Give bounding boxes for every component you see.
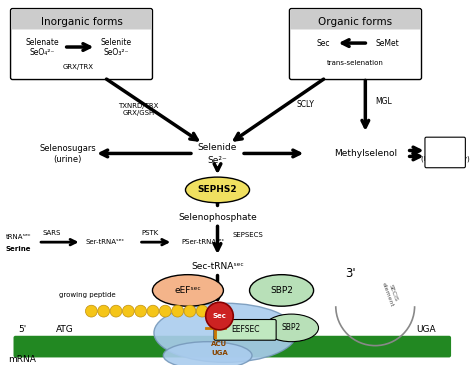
Circle shape	[122, 305, 134, 317]
Text: SBP2: SBP2	[282, 323, 301, 332]
Circle shape	[196, 305, 208, 317]
Text: Selenosugars: Selenosugars	[39, 144, 96, 153]
Text: Selenite: Selenite	[100, 38, 132, 47]
Text: growing peptide: growing peptide	[59, 292, 116, 298]
Text: SBP2: SBP2	[270, 286, 293, 295]
Text: Ser-tRNAˢᵉᶜ: Ser-tRNAˢᵉᶜ	[86, 239, 125, 245]
Text: SEPSECS: SEPSECS	[232, 232, 263, 238]
Ellipse shape	[153, 275, 223, 306]
Text: Selenide: Selenide	[198, 143, 237, 152]
Text: trans-selenation: trans-selenation	[327, 60, 384, 66]
Text: TXNRD/TRX
GRX/GSH: TXNRD/TRX GRX/GSH	[118, 103, 159, 116]
FancyBboxPatch shape	[13, 336, 451, 357]
Circle shape	[206, 302, 233, 330]
Text: 3': 3'	[345, 267, 356, 280]
Text: SeMet: SeMet	[375, 39, 399, 47]
FancyBboxPatch shape	[11, 10, 152, 29]
Circle shape	[172, 305, 183, 317]
Text: Organic forms: Organic forms	[319, 17, 392, 27]
Text: Sec: Sec	[212, 313, 227, 319]
Text: MGL: MGL	[375, 97, 392, 106]
FancyBboxPatch shape	[291, 10, 420, 29]
Text: SCLY: SCLY	[296, 100, 314, 109]
Text: Inorganic forms: Inorganic forms	[41, 17, 122, 27]
Text: Selenate: Selenate	[25, 38, 59, 47]
Text: eEFˢᵉᶜ: eEFˢᵉᶜ	[174, 286, 201, 295]
FancyBboxPatch shape	[214, 319, 276, 340]
Text: (lung, kidney): (lung, kidney)	[421, 155, 470, 162]
Text: UGA: UGA	[417, 325, 436, 335]
Text: SeO₄²⁻: SeO₄²⁻	[29, 49, 55, 57]
Text: Methylselenol: Methylselenol	[334, 149, 397, 158]
Ellipse shape	[154, 303, 297, 362]
Ellipse shape	[185, 177, 249, 203]
Ellipse shape	[249, 275, 314, 306]
Text: 5': 5'	[18, 325, 27, 335]
Text: Sec-tRNAˢᵉᶜ: Sec-tRNAˢᵉᶜ	[191, 262, 244, 271]
Ellipse shape	[164, 342, 252, 368]
Circle shape	[98, 305, 109, 317]
FancyBboxPatch shape	[291, 10, 420, 29]
FancyBboxPatch shape	[425, 137, 465, 168]
Text: SECIS
element: SECIS element	[381, 279, 400, 307]
Text: Se²⁻: Se²⁻	[208, 156, 228, 165]
FancyBboxPatch shape	[10, 8, 153, 79]
Text: UGA: UGA	[211, 350, 228, 355]
Circle shape	[147, 305, 159, 317]
Circle shape	[135, 305, 146, 317]
Text: Selenophosphate: Selenophosphate	[178, 213, 257, 222]
FancyBboxPatch shape	[290, 8, 421, 79]
Text: SEPHS2: SEPHS2	[198, 185, 237, 194]
Text: GRX/TRX: GRX/TRX	[63, 64, 94, 70]
Text: PSTK: PSTK	[142, 230, 159, 236]
Text: mRNA: mRNA	[9, 355, 36, 364]
Text: Excretion: Excretion	[429, 145, 462, 152]
Text: SeO₃²⁻: SeO₃²⁻	[103, 49, 129, 57]
Text: (urine): (urine)	[54, 155, 82, 164]
Text: ACU: ACU	[211, 341, 228, 347]
Circle shape	[110, 305, 122, 317]
Text: PSer-tRNAˢᵉᶜ: PSer-tRNAˢᵉᶜ	[181, 239, 224, 245]
Text: Serine: Serine	[6, 246, 31, 252]
Circle shape	[85, 305, 97, 317]
FancyBboxPatch shape	[11, 10, 152, 29]
Text: EEFSEC: EEFSEC	[231, 325, 259, 335]
Circle shape	[159, 305, 171, 317]
Text: tRNAˢᵉᶜ: tRNAˢᵉᶜ	[6, 234, 31, 240]
Text: Sec: Sec	[316, 39, 330, 47]
Ellipse shape	[264, 314, 319, 342]
Text: ATG: ATG	[56, 325, 73, 335]
Text: SARS: SARS	[43, 230, 61, 236]
Circle shape	[184, 305, 196, 317]
